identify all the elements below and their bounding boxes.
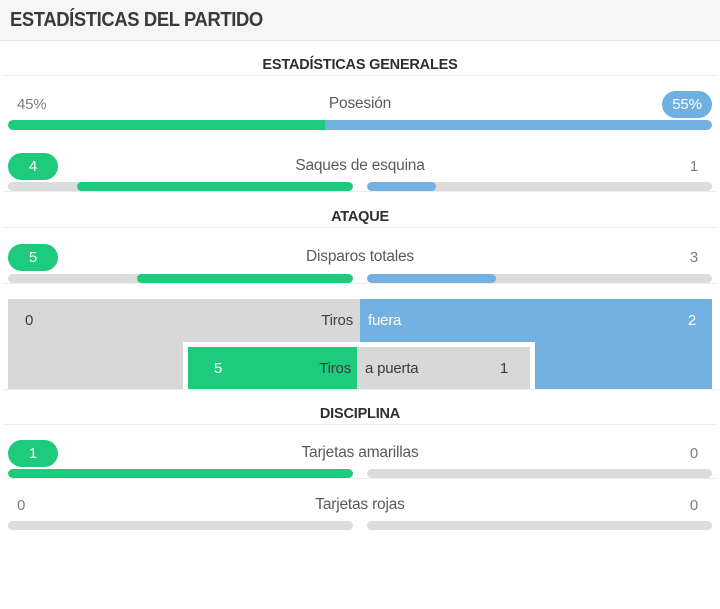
yellow-cards-away-track	[367, 469, 712, 478]
divider	[4, 191, 716, 192]
corners-away-cell: 1	[634, 158, 712, 175]
red-cards-away-value: 0	[689, 496, 698, 514]
yellow-cards-away-cell: 0	[634, 445, 712, 462]
shots-off-target-label-away-side: fuera	[368, 312, 402, 329]
row-shots-total: 5 Disparos totales 3	[0, 243, 720, 271]
shots-breakdown-block: 0 Tiros fuera 2 5 Tiros a puerta 1	[8, 299, 712, 389]
shots-on-target-home-value: 5	[214, 359, 223, 377]
yellow-cards-home-cell: 1	[8, 439, 86, 467]
shots-total-home-track	[8, 274, 353, 283]
divider	[4, 424, 716, 425]
red-cards-away-track	[367, 521, 712, 530]
corners-away-track	[367, 182, 712, 191]
corners-bar	[8, 182, 712, 191]
yellow-cards-home-track	[8, 469, 353, 478]
shots-on-target-label-home-side: Tiros	[319, 359, 351, 377]
corners-away-bar-fill	[367, 182, 436, 191]
section-title-general: ESTADÍSTICAS GENERALES	[262, 57, 458, 73]
shots-off-target-label-home-side: Tiros	[321, 312, 353, 329]
red-cards-away-cell: 0	[634, 497, 712, 514]
shots-off-target-away-half: fuera 2	[360, 299, 712, 342]
red-cards-bar	[8, 521, 712, 530]
corners-label: Saques de esquina	[295, 157, 425, 174]
possession-home-cell: 45%	[8, 96, 86, 113]
corners-home-track	[8, 182, 353, 191]
red-cards-home-track	[8, 521, 353, 530]
yellow-cards-away-value: 0	[689, 444, 698, 462]
red-cards-home-cell: 0	[8, 497, 86, 514]
possession-home-value: 45%	[17, 95, 47, 113]
divider	[4, 283, 716, 284]
row-yellow-cards: 1 Tarjetas amarillas 0	[0, 439, 720, 467]
panel-title: ESTADÍSTICAS DEL PARTIDO	[10, 8, 263, 31]
shots-on-target-away-segment: a puerta 1	[357, 347, 530, 389]
section-title-discipline: DISCIPLINA	[319, 406, 401, 422]
possession-home-bar-fill	[8, 120, 325, 130]
shots-total-home-cell: 5	[8, 243, 86, 271]
yellow-cards-home-bar-fill	[8, 469, 353, 478]
shots-on-target-away-value: 1	[499, 359, 508, 377]
shots-total-home-bar-fill	[137, 274, 353, 283]
red-cards-label: Tarjetas rojas	[315, 496, 405, 513]
section-title-attack: ATAQUE	[331, 209, 389, 225]
possession-label: Posesión	[328, 95, 392, 112]
shots-total-away-bar-fill	[367, 274, 497, 283]
divider	[4, 227, 716, 228]
possession-away-bar-fill	[324, 120, 712, 130]
yellow-cards-bar	[8, 469, 712, 478]
corners-home-cell: 4	[8, 152, 86, 180]
shots-on-target-label-away-side: a puerta	[365, 359, 419, 377]
red-cards-home-value: 0	[17, 496, 26, 514]
shots-off-target-row: 0 Tiros fuera 2	[8, 299, 712, 342]
row-corners: 4 Saques de esquina 1	[0, 152, 720, 180]
shots-total-label: Disparos totales	[306, 248, 414, 265]
shots-on-target-box: 5 Tiros a puerta 1	[183, 342, 535, 389]
row-red-cards: 0 Tarjetas rojas 0	[0, 491, 720, 519]
divider	[4, 75, 716, 76]
shots-total-bar	[8, 274, 712, 283]
shots-total-away-cell: 3	[634, 249, 712, 266]
shots-total-away-track	[367, 274, 712, 283]
yellow-cards-home-badge: 1	[8, 439, 58, 467]
shots-on-target-home-segment: 5 Tiros	[188, 347, 357, 389]
corners-home-bar-fill	[77, 182, 353, 191]
possession-bar	[8, 120, 712, 130]
corners-away-value: 1	[689, 157, 698, 175]
divider	[4, 478, 716, 479]
panel-header: ESTADÍSTICAS DEL PARTIDO	[0, 0, 720, 41]
yellow-cards-label: Tarjetas amarillas	[301, 444, 419, 461]
shots-total-home-badge: 5	[8, 243, 58, 271]
possession-away-badge: 55%	[662, 90, 712, 118]
shots-total-away-value: 3	[689, 248, 698, 266]
row-possession: 45% Posesión 55%	[0, 90, 720, 118]
corners-home-badge: 4	[8, 152, 58, 180]
shots-off-target-home-value: 0	[25, 312, 34, 329]
shots-off-target-home-half: 0 Tiros	[8, 299, 360, 342]
divider	[4, 389, 716, 390]
shots-off-target-away-value: 2	[687, 312, 696, 329]
possession-away-cell: 55%	[634, 90, 712, 118]
